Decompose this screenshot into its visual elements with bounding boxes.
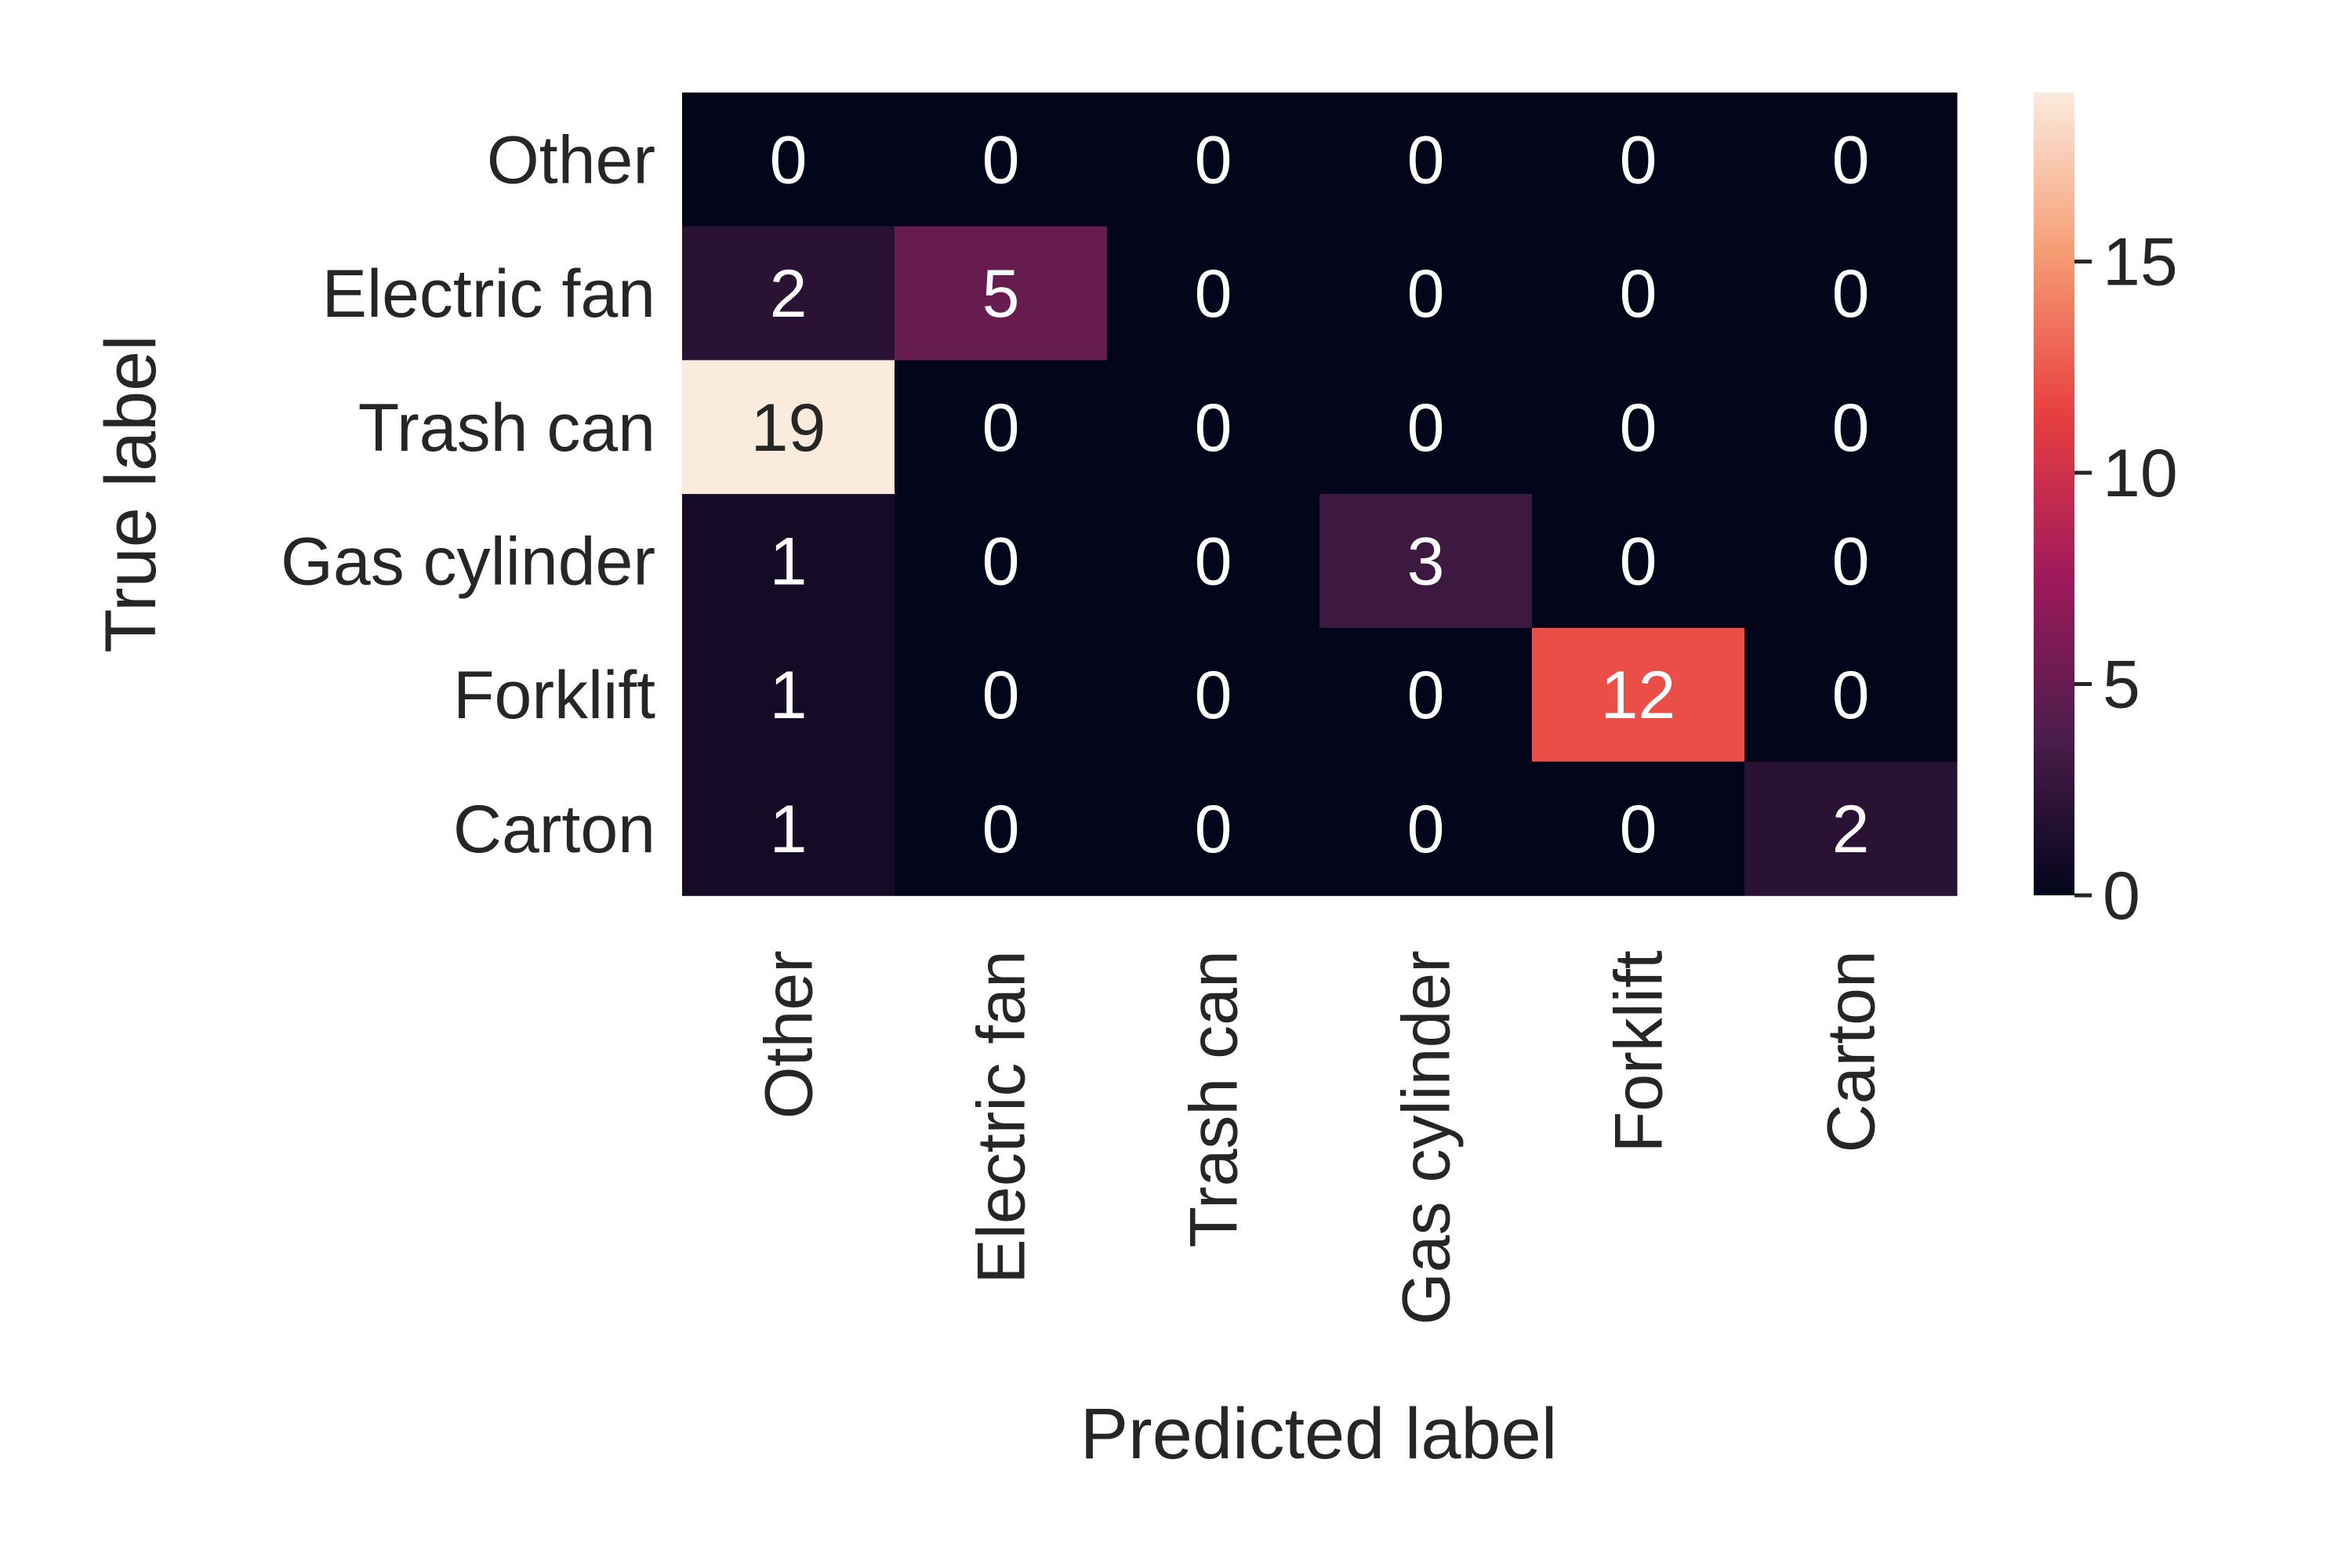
x-tick-labels: Other Electric fan Trash can Gas cylinder Fo… bbox=[752, 950, 1889, 1325]
heatmap-cell bbox=[1744, 494, 1958, 629]
heatmap-cell bbox=[1319, 360, 1533, 495]
cell-value-label: 0 bbox=[1195, 524, 1232, 599]
heatmap-cell bbox=[1319, 761, 1533, 896]
heatmap-cell bbox=[1319, 627, 1533, 763]
y-tick-label: Electric fan bbox=[322, 256, 655, 332]
heatmap-cell bbox=[895, 627, 1108, 763]
cell-value-label: 0 bbox=[1832, 390, 1870, 466]
cell-value-label: 0 bbox=[770, 122, 808, 198]
cell-value-label: 0 bbox=[1195, 122, 1232, 198]
heatmap-cell bbox=[1107, 627, 1320, 763]
y-axis-label: True label bbox=[91, 335, 171, 653]
y-tick-label: Forklift bbox=[453, 658, 655, 733]
heatmap-cell bbox=[1319, 93, 1533, 227]
heatmap-cell bbox=[682, 627, 895, 763]
heatmap-cell bbox=[682, 226, 895, 361]
cell-value-label: 19 bbox=[751, 390, 826, 466]
y-tick-label: Carton bbox=[453, 792, 655, 867]
heatmap-cell bbox=[1532, 494, 1745, 629]
heatmap-cell bbox=[895, 761, 1108, 896]
heatmap-cell bbox=[1532, 627, 1745, 763]
x-tick-label: Gas cylinder bbox=[1389, 950, 1465, 1325]
heatmap-cell bbox=[895, 93, 1108, 227]
cell-value-label: 0 bbox=[1620, 390, 1657, 466]
heatmap-cell bbox=[1107, 494, 1320, 629]
cell-value-label: 1 bbox=[770, 524, 808, 599]
heatmap-cell bbox=[682, 761, 895, 896]
colorbar bbox=[2034, 93, 2074, 895]
y-tick-label: Gas cylinder bbox=[281, 524, 655, 599]
cell-value-label: 0 bbox=[982, 122, 1020, 198]
x-tick-label: Trash can bbox=[1177, 950, 1252, 1247]
heatmap-cell bbox=[1107, 226, 1320, 361]
cell-value-label: 0 bbox=[982, 792, 1020, 867]
cell-value-label: 0 bbox=[1620, 792, 1657, 867]
cell-value-label: 0 bbox=[1407, 658, 1445, 733]
heatmap-cell bbox=[682, 360, 895, 495]
cell-value-label: 0 bbox=[1620, 256, 1657, 332]
heatmap-cell bbox=[1744, 761, 1958, 896]
heatmap-cell bbox=[1532, 226, 1745, 361]
heatmap-cell bbox=[1744, 627, 1958, 763]
heatmap-cell bbox=[1532, 761, 1745, 896]
cell-value-label: 0 bbox=[1832, 658, 1870, 733]
cell-value-label: 12 bbox=[1601, 658, 1676, 733]
heatmap-cell bbox=[1319, 226, 1533, 361]
cell-value-label: 0 bbox=[1620, 524, 1657, 599]
cell-value-label: 0 bbox=[1195, 792, 1232, 867]
colorbar-tick-label: 0 bbox=[2103, 858, 2140, 934]
colorbar-tick-label: 10 bbox=[2103, 436, 2178, 511]
cell-value-label: 0 bbox=[1407, 122, 1445, 198]
colorbar-ticks: 0 5 10 15 bbox=[2074, 225, 2178, 934]
x-tick-label: Electric fan bbox=[964, 950, 1040, 1283]
cell-value-label: 0 bbox=[1195, 390, 1232, 466]
heatmap-cell bbox=[1744, 226, 1958, 361]
x-tick-label: Carton bbox=[1814, 950, 1889, 1152]
cell-value-label: 0 bbox=[1195, 256, 1232, 332]
cell-value-label: 0 bbox=[1832, 524, 1870, 599]
cell-value-label: 0 bbox=[1832, 122, 1870, 198]
cell-value-label: 1 bbox=[770, 792, 808, 867]
heatmap-cell bbox=[682, 494, 895, 629]
x-tick-label: Other bbox=[752, 950, 827, 1119]
cell-value-label: 2 bbox=[1832, 792, 1870, 867]
heatmap-cell bbox=[895, 360, 1108, 495]
cell-value-label: 1 bbox=[770, 658, 808, 733]
cell-value-label: 0 bbox=[1832, 256, 1870, 332]
heatmap-cell bbox=[682, 93, 895, 227]
cell-value-label: 0 bbox=[1195, 658, 1232, 733]
cell-value-label: 2 bbox=[770, 256, 808, 332]
colorbar-tick-label: 5 bbox=[2103, 648, 2140, 723]
cell-value-label: 5 bbox=[982, 256, 1020, 332]
x-axis-label: Predicted label bbox=[1080, 1394, 1558, 1474]
y-tick-labels: Other Electric fan Trash can Gas cylinder Fo… bbox=[281, 122, 655, 867]
heatmap-cell bbox=[1744, 93, 1958, 227]
cell-value-label: 0 bbox=[982, 658, 1020, 733]
heatmap-cell bbox=[1107, 761, 1320, 896]
cell-value-label: 3 bbox=[1407, 524, 1445, 599]
heatmap-cell bbox=[1532, 93, 1745, 227]
colorbar-tick-label: 15 bbox=[2103, 225, 2178, 300]
heatmap-cells bbox=[682, 93, 1958, 896]
cell-value-label: 0 bbox=[1407, 256, 1445, 332]
cell-value-label: 0 bbox=[1407, 390, 1445, 466]
heatmap-cell bbox=[1319, 494, 1533, 629]
heatmap-cell bbox=[895, 226, 1108, 361]
heatmap-cell bbox=[1744, 360, 1958, 495]
cell-value-label: 0 bbox=[982, 524, 1020, 599]
heatmap-cell bbox=[1532, 360, 1745, 495]
cell-value-label: 0 bbox=[982, 390, 1020, 466]
cell-annotations: 0 0 0 0 0 0 2 5 0 0 0 0 19 0 0 0 0 0 1 0 0 3 0 0 1 0 0 0 12 0 1 0 0 0 0 2 bbox=[751, 122, 1870, 867]
y-tick-label: Trash can bbox=[358, 390, 655, 466]
cell-value-label: 0 bbox=[1407, 792, 1445, 867]
y-tick-label: Other bbox=[487, 122, 655, 198]
x-tick-label: Forklift bbox=[1602, 950, 1677, 1152]
cell-value-label: 0 bbox=[1620, 122, 1657, 198]
heatmap-cell bbox=[1107, 93, 1320, 227]
heatmap-cell bbox=[1107, 360, 1320, 495]
heatmap-cell bbox=[895, 494, 1108, 629]
